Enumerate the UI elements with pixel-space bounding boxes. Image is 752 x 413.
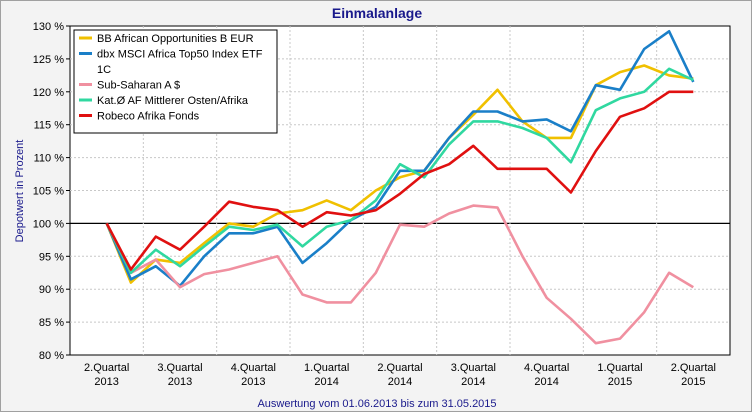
y-tick-label: 100 % [33, 218, 64, 230]
x-tick-label-year: 2014 [388, 376, 412, 388]
y-tick-label: 95 % [39, 251, 64, 263]
legend-label-4: Kat.Ø AF Mittlerer Osten/Afrika [97, 95, 249, 107]
x-tick-label: 4.Quartal [231, 362, 276, 374]
x-tick-label: 2.Quartal [377, 362, 422, 374]
x-tick-label-year: 2014 [461, 376, 485, 388]
x-tick-label: 1.Quartal [304, 362, 349, 374]
x-tick-label: 3.Quartal [451, 362, 496, 374]
y-axis-label: Depotwert in Prozent [14, 140, 26, 243]
y-tick-label: 90 % [39, 284, 64, 296]
x-tick-label-year: 2014 [534, 376, 558, 388]
x-tick-label: 2.Quartal [671, 362, 716, 374]
y-tick-label: 115 % [34, 120, 65, 132]
x-tick-label: 2.Quartal [84, 362, 129, 374]
chart-title: Einmalanlage [332, 5, 422, 21]
x-tick-label-year: 2015 [608, 376, 632, 388]
x-tick-label: 4.Quartal [524, 362, 569, 374]
y-tick-label: 120 % [33, 87, 64, 99]
y-tick-label: 85 % [39, 317, 64, 329]
y-tick-label: 80 % [39, 350, 64, 362]
series-line-5 [105, 90, 694, 271]
series-line-3 [105, 204, 694, 345]
legend-box [73, 29, 278, 134]
y-tick-label: 105 % [33, 186, 64, 198]
y-tick-label: 110 % [34, 153, 65, 165]
y-tick-label: 125 % [33, 54, 64, 66]
x-tick-label: 1.Quartal [597, 362, 642, 374]
legend-label-3: Sub-Saharan A $ [97, 80, 180, 92]
x-tick-label-year: 2014 [314, 376, 338, 388]
legend-label-2: dbx MSCI Africa Top50 Index ETF [97, 49, 263, 61]
series-line-4 [105, 67, 694, 275]
series-line-2 [105, 29, 695, 288]
legend-label-5: Robeco Afrika Fonds [97, 111, 200, 123]
x-tick-label-year: 2013 [94, 376, 118, 388]
x-tick-label: 3.Quartal [157, 362, 202, 374]
x-tick-label-year: 2015 [681, 376, 705, 388]
x-tick-label-year: 2013 [168, 376, 192, 388]
y-tick-label: 130 % [33, 21, 64, 33]
x-axis-label: Auswertung vom 01.06.2013 bis zum 31.05.… [257, 398, 496, 410]
legend-label-2-cont: 1C [97, 64, 111, 76]
x-tick-label-year: 2013 [241, 376, 265, 388]
legend-label-1: BB African Opportunities B EUR [97, 33, 254, 45]
